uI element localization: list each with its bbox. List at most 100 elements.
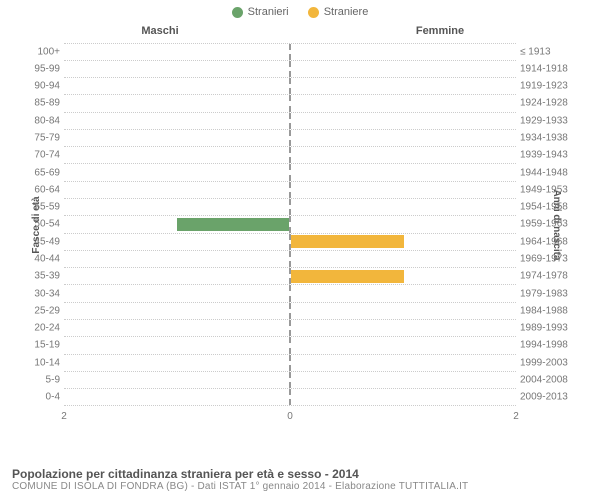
pyramid-row: 75-791934-1938 bbox=[64, 130, 516, 147]
age-label: 65-69 bbox=[20, 167, 60, 178]
male-half bbox=[64, 389, 291, 405]
age-label: 50-54 bbox=[20, 219, 60, 230]
x-tick: 2 bbox=[513, 411, 519, 422]
pyramid-row: 5-92004-2008 bbox=[64, 372, 516, 389]
female-bar bbox=[291, 270, 404, 283]
age-label: 0-4 bbox=[20, 392, 60, 403]
male-half bbox=[64, 285, 291, 301]
age-label: 100+ bbox=[20, 46, 60, 57]
x-axis-ticks: 202 bbox=[64, 411, 516, 425]
female-half bbox=[291, 303, 516, 319]
pyramid-row: 70-741939-1943 bbox=[64, 147, 516, 164]
female-half bbox=[291, 182, 516, 198]
column-header-female: Femmine bbox=[300, 25, 580, 37]
pyramid-row: 25-291984-1988 bbox=[64, 303, 516, 320]
legend-swatch-female bbox=[308, 7, 319, 18]
male-half bbox=[64, 320, 291, 336]
plot-area: 100+≤ 191395-991914-191890-941919-192385… bbox=[64, 43, 516, 407]
female-half bbox=[291, 216, 516, 232]
legend-item-female: Straniere bbox=[308, 6, 369, 18]
year-label: 1924-1928 bbox=[520, 98, 580, 109]
age-label: 55-59 bbox=[20, 202, 60, 213]
age-label: 70-74 bbox=[20, 150, 60, 161]
year-label: 1999-2003 bbox=[520, 357, 580, 368]
male-half bbox=[64, 355, 291, 371]
male-half bbox=[64, 337, 291, 353]
pyramid-row: 55-591954-1958 bbox=[64, 199, 516, 216]
year-label: 1989-1993 bbox=[520, 323, 580, 334]
female-half bbox=[291, 78, 516, 94]
pyramid-row: 65-691944-1948 bbox=[64, 164, 516, 181]
male-half bbox=[64, 44, 291, 60]
age-label: 30-34 bbox=[20, 288, 60, 299]
caption-subtitle: COMUNE DI ISOLA DI FONDRA (BG) - Dati IS… bbox=[12, 481, 468, 492]
year-label: 1914-1918 bbox=[520, 63, 580, 74]
year-label: 1994-1998 bbox=[520, 340, 580, 351]
female-half bbox=[291, 95, 516, 111]
male-bar bbox=[177, 218, 290, 231]
male-half bbox=[64, 199, 291, 215]
legend-swatch-male bbox=[232, 7, 243, 18]
female-half bbox=[291, 113, 516, 129]
age-label: 90-94 bbox=[20, 81, 60, 92]
female-half bbox=[291, 164, 516, 180]
age-label: 25-29 bbox=[20, 305, 60, 316]
year-label: 2009-2013 bbox=[520, 392, 580, 403]
age-label: 95-99 bbox=[20, 63, 60, 74]
column-header-male: Maschi bbox=[20, 25, 300, 37]
year-label: 1979-1983 bbox=[520, 288, 580, 299]
age-label: 15-19 bbox=[20, 340, 60, 351]
chart-area: Maschi Femmine Fasce di età Anni di nasc… bbox=[20, 25, 580, 425]
year-label: 1984-1988 bbox=[520, 305, 580, 316]
year-label: 1974-1978 bbox=[520, 271, 580, 282]
year-label: 1919-1923 bbox=[520, 81, 580, 92]
age-label: 80-84 bbox=[20, 115, 60, 126]
age-label: 35-39 bbox=[20, 271, 60, 282]
female-half bbox=[291, 389, 516, 405]
year-label: 1969-1973 bbox=[520, 254, 580, 265]
age-label: 60-64 bbox=[20, 184, 60, 195]
male-half bbox=[64, 372, 291, 388]
pyramid-row: 50-541959-1963 bbox=[64, 216, 516, 233]
pyramid-row: 30-341979-1983 bbox=[64, 285, 516, 302]
female-half bbox=[291, 355, 516, 371]
age-label: 10-14 bbox=[20, 357, 60, 368]
age-label: 40-44 bbox=[20, 254, 60, 265]
pyramid-row: 45-491964-1968 bbox=[64, 234, 516, 251]
female-half bbox=[291, 199, 516, 215]
pyramid-row: 20-241989-1993 bbox=[64, 320, 516, 337]
female-half bbox=[291, 251, 516, 267]
pyramid-row: 40-441969-1973 bbox=[64, 251, 516, 268]
male-half bbox=[64, 268, 291, 284]
caption: Popolazione per cittadinanza straniera p… bbox=[12, 467, 468, 492]
age-label: 75-79 bbox=[20, 133, 60, 144]
male-half bbox=[64, 61, 291, 77]
pyramid-row: 95-991914-1918 bbox=[64, 61, 516, 78]
male-half bbox=[64, 147, 291, 163]
year-label: 1954-1958 bbox=[520, 202, 580, 213]
age-label: 20-24 bbox=[20, 323, 60, 334]
year-label: 1959-1963 bbox=[520, 219, 580, 230]
pyramid-row: 90-941919-1923 bbox=[64, 78, 516, 95]
age-label: 45-49 bbox=[20, 236, 60, 247]
male-half bbox=[64, 234, 291, 250]
pyramid-row: 35-391974-1978 bbox=[64, 268, 516, 285]
pyramid-row: 60-641949-1953 bbox=[64, 182, 516, 199]
pyramid-row: 10-141999-2003 bbox=[64, 355, 516, 372]
female-half bbox=[291, 372, 516, 388]
male-half bbox=[64, 182, 291, 198]
female-half bbox=[291, 234, 516, 250]
male-half bbox=[64, 251, 291, 267]
age-label: 85-89 bbox=[20, 98, 60, 109]
x-tick: 2 bbox=[61, 411, 67, 422]
male-half bbox=[64, 164, 291, 180]
pyramid-row: 15-191994-1998 bbox=[64, 337, 516, 354]
year-label: 1949-1953 bbox=[520, 184, 580, 195]
female-bar bbox=[291, 235, 404, 248]
legend-item-male: Stranieri bbox=[232, 6, 289, 18]
female-half bbox=[291, 147, 516, 163]
male-half bbox=[64, 78, 291, 94]
female-half bbox=[291, 320, 516, 336]
pyramid-row: 80-841929-1933 bbox=[64, 113, 516, 130]
female-half bbox=[291, 44, 516, 60]
